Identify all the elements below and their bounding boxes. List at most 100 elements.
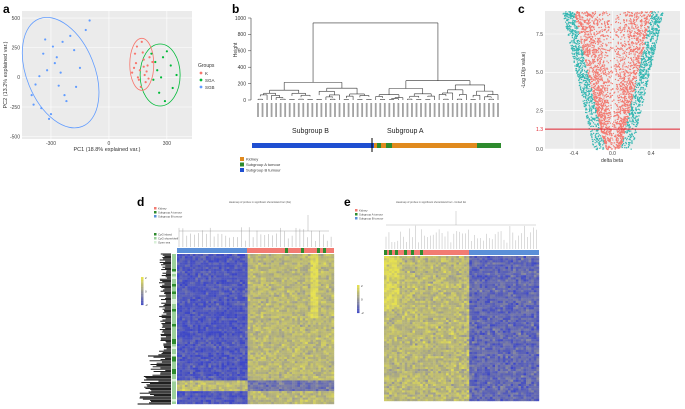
volcano-point bbox=[631, 59, 633, 61]
volcano-point bbox=[630, 82, 632, 84]
dendrogram-leaf-label bbox=[356, 103, 359, 117]
volcano-point bbox=[640, 52, 642, 54]
volcano-point bbox=[626, 104, 628, 106]
heatmap-d-cell bbox=[203, 260, 206, 263]
volcano-point bbox=[619, 73, 621, 75]
dendrogram-leaf-label bbox=[469, 103, 472, 117]
volcano-point bbox=[604, 24, 607, 26]
volcano-point bbox=[623, 84, 625, 86]
volcano-point bbox=[608, 81, 610, 83]
volcano-point bbox=[591, 67, 593, 69]
volcano-point-significant bbox=[635, 109, 637, 112]
volcano-point-significant bbox=[642, 74, 644, 77]
volcano-point bbox=[625, 100, 627, 102]
volcano-point bbox=[623, 116, 625, 118]
volcano-point bbox=[622, 138, 624, 140]
volcano-point-significant bbox=[589, 101, 591, 103]
heatmap-d-cell bbox=[221, 254, 225, 257]
volcano-point bbox=[617, 147, 619, 149]
volcano-point bbox=[601, 101, 604, 103]
pca-point-k bbox=[134, 62, 138, 65]
volcano-point bbox=[629, 75, 631, 77]
heatmap-d-cell bbox=[237, 256, 240, 259]
volcano-point bbox=[585, 14, 587, 16]
volcano-point bbox=[624, 25, 626, 27]
volcano-point-significant bbox=[642, 70, 645, 73]
volcano-point bbox=[651, 11, 653, 13]
volcano-point bbox=[624, 73, 626, 76]
volcano-point bbox=[608, 73, 610, 75]
volcano-point bbox=[614, 50, 616, 53]
heatmap-d-cell bbox=[245, 258, 248, 261]
dendrogram-y-axis-label: Height bbox=[233, 42, 239, 57]
heatmap-d-cell bbox=[182, 254, 186, 257]
heatmap-d-cell bbox=[182, 258, 186, 261]
volcano-point bbox=[587, 69, 589, 71]
volcano-point bbox=[593, 75, 595, 78]
volcano-point bbox=[624, 73, 626, 75]
volcano-x-tick: 0.0 bbox=[609, 151, 616, 157]
volcano-point bbox=[633, 72, 635, 74]
volcano-point bbox=[609, 116, 611, 119]
volcano-point-significant bbox=[635, 85, 637, 87]
volcano-point bbox=[596, 68, 598, 70]
volcano-point bbox=[597, 105, 599, 107]
volcano-point-significant bbox=[662, 12, 664, 15]
heatmap-d-row-annotation bbox=[172, 324, 176, 327]
heatmap-d-row-annotation bbox=[172, 279, 176, 282]
volcano-point-significant bbox=[631, 108, 633, 110]
volcano-point-significant bbox=[624, 147, 626, 149]
volcano-point bbox=[601, 111, 603, 114]
volcano-point bbox=[588, 13, 590, 15]
volcano-point-significant bbox=[573, 16, 575, 19]
volcano-point bbox=[578, 14, 580, 16]
heatmap-d-row-annotation bbox=[172, 359, 176, 362]
volcano-point-significant bbox=[591, 109, 593, 111]
volcano-point bbox=[590, 37, 592, 39]
volcano-point-significant bbox=[632, 121, 634, 123]
volcano-point-significant bbox=[647, 76, 649, 78]
volcano-point bbox=[578, 13, 580, 15]
heatmap-d-cell bbox=[260, 254, 264, 257]
volcano-point bbox=[625, 15, 627, 17]
volcano-point-significant bbox=[597, 123, 599, 125]
volcano-point bbox=[599, 100, 601, 102]
volcano-point-significant bbox=[578, 79, 580, 81]
volcano-point bbox=[615, 49, 618, 51]
volcano-point bbox=[620, 119, 622, 122]
volcano-point-significant bbox=[588, 83, 590, 86]
volcano-x-tick: -0.4 bbox=[570, 151, 579, 157]
volcano-point-significant bbox=[575, 36, 577, 38]
volcano-point-significant bbox=[638, 82, 640, 85]
volcano-point bbox=[632, 61, 634, 63]
volcano-point-significant bbox=[587, 83, 589, 85]
volcano-point-significant bbox=[651, 15, 653, 17]
volcano-point bbox=[597, 72, 599, 74]
volcano-point bbox=[618, 126, 621, 128]
volcano-point-significant bbox=[661, 14, 663, 16]
volcano-point bbox=[623, 61, 626, 63]
dendrogram-y-tick: 1000 bbox=[235, 16, 246, 22]
volcano-point bbox=[624, 12, 626, 14]
volcano-point bbox=[625, 104, 627, 106]
group-bar-seg-2 bbox=[386, 143, 392, 148]
volcano-point bbox=[632, 78, 634, 80]
volcano-point bbox=[604, 114, 606, 116]
pca-point-sgb bbox=[59, 71, 62, 74]
volcano-point bbox=[625, 93, 627, 95]
heatmap-d-cell bbox=[320, 256, 324, 259]
volcano-point-significant bbox=[595, 148, 597, 150]
pca-y-tick: 500 bbox=[12, 16, 21, 22]
volcano-point-significant bbox=[643, 62, 645, 64]
volcano-point bbox=[591, 35, 594, 38]
volcano-point-significant bbox=[584, 77, 587, 79]
volcano-point bbox=[629, 18, 631, 20]
volcano-point bbox=[604, 112, 606, 115]
volcano-point-significant bbox=[571, 23, 573, 26]
volcano-point-significant bbox=[602, 148, 605, 150]
volcano-point bbox=[609, 122, 611, 124]
volcano-point bbox=[624, 95, 626, 97]
pca-point-sgb bbox=[55, 56, 58, 59]
volcano-point-significant bbox=[650, 49, 652, 51]
volcano-point-significant bbox=[588, 111, 590, 113]
